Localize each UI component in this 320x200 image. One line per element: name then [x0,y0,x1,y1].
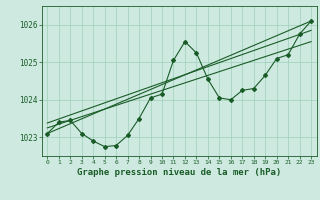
X-axis label: Graphe pression niveau de la mer (hPa): Graphe pression niveau de la mer (hPa) [77,168,281,177]
